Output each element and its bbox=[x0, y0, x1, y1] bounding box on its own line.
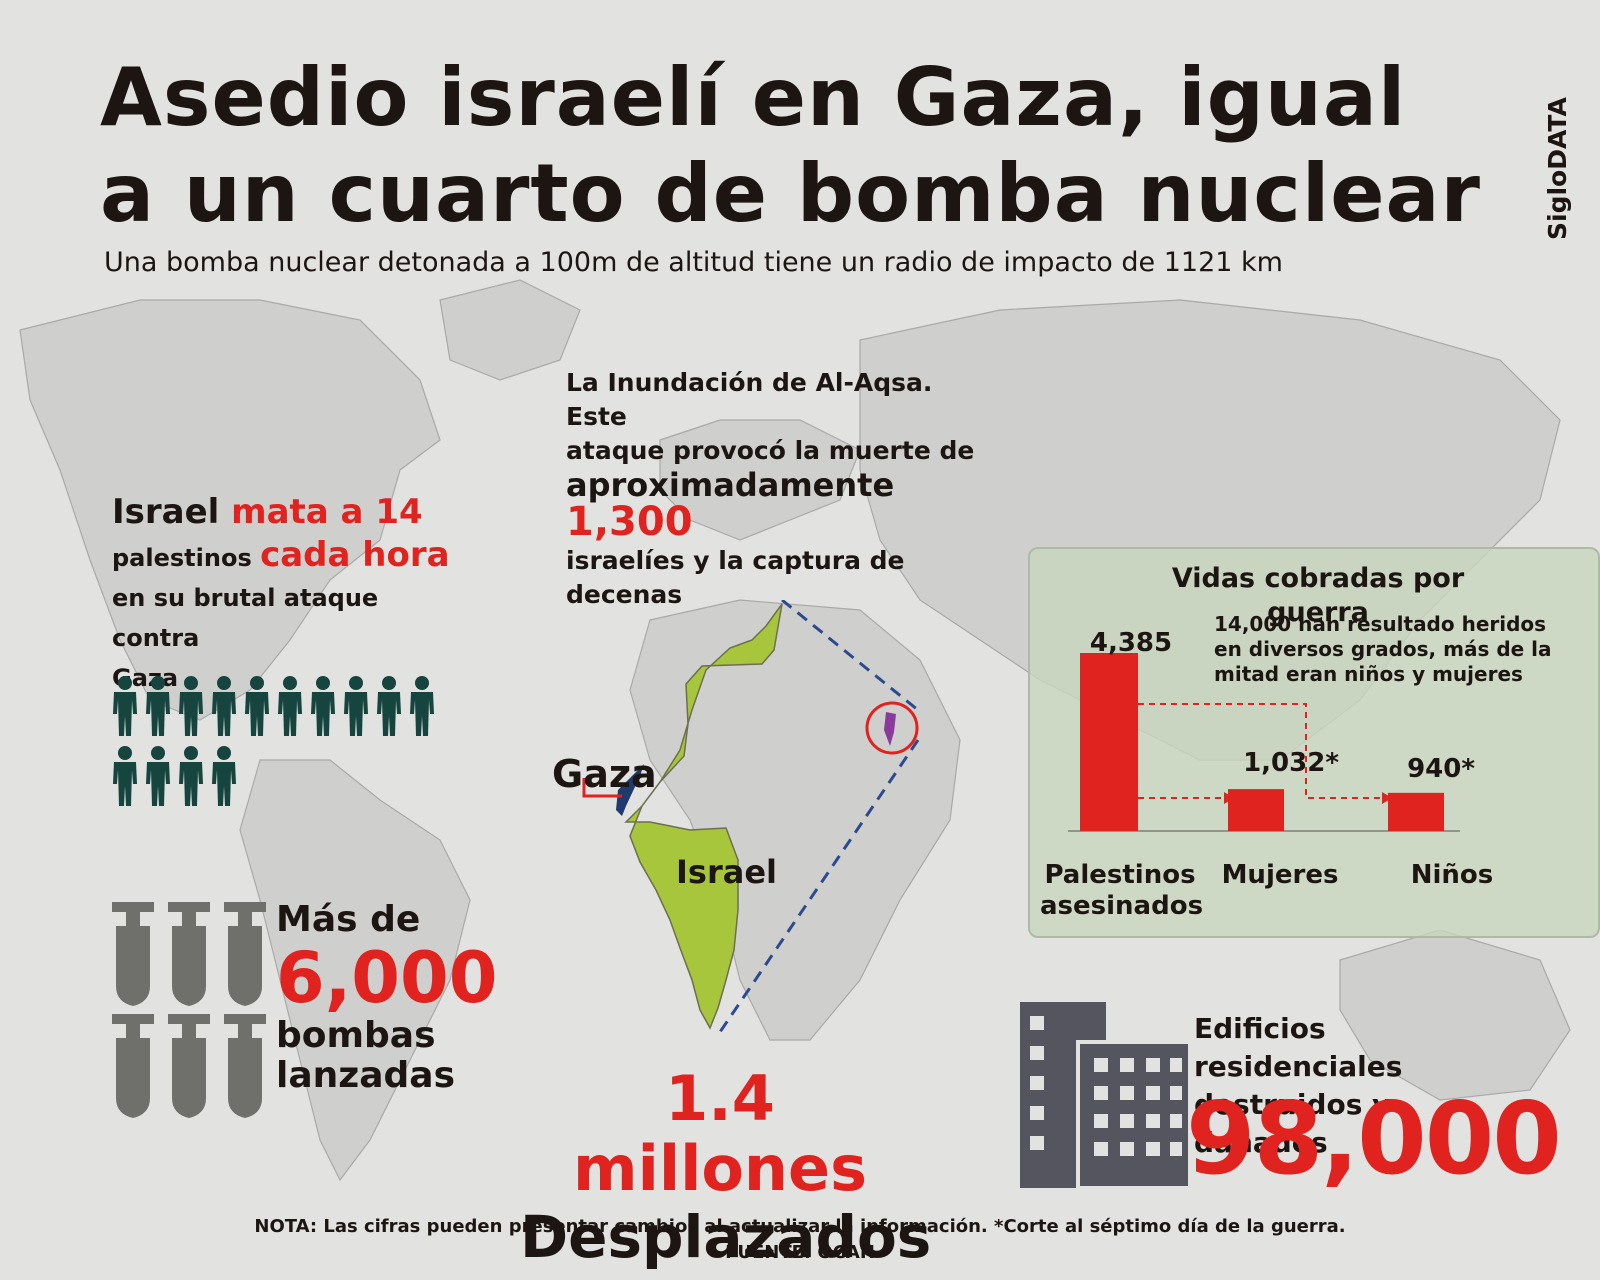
aqsa-line-3: aproximadamente 1,300 bbox=[566, 468, 996, 544]
brand-logo: SigloDATA bbox=[1538, 70, 1578, 240]
bombs-line-2: lanzadas bbox=[276, 1055, 455, 1096]
kills-palestinos: palestinos bbox=[112, 544, 261, 572]
person-icon bbox=[179, 676, 203, 736]
person-icon bbox=[113, 746, 137, 806]
arrowhead-ninos bbox=[1382, 792, 1392, 804]
bombs-pre: Más de bbox=[276, 899, 421, 940]
zoom-line-top bbox=[781, 600, 919, 712]
aqsa-block: La Inundación de Al-Aqsa. Este ataque pr… bbox=[566, 366, 996, 612]
israel-locator-shape bbox=[884, 712, 896, 746]
kills-block: Israel mata a 14 palestinos cada hora en… bbox=[112, 492, 472, 698]
bombs-number: 6,000 bbox=[276, 937, 498, 1019]
building-icon bbox=[1020, 1002, 1190, 1188]
israel-locator-circle bbox=[865, 701, 919, 755]
buildings-line-1: Edificios residenciales bbox=[1194, 1012, 1403, 1083]
person-icon bbox=[278, 676, 302, 736]
main-title: Asedio israelí en Gaza, igual a un cuart… bbox=[100, 50, 1490, 242]
aqsa-number: 1,300 bbox=[566, 499, 693, 545]
person-icon bbox=[179, 746, 203, 806]
bar-value-mujeres: 1,032* bbox=[1243, 748, 1339, 778]
gaza-label: Gaza bbox=[552, 752, 657, 796]
gaza-pointer bbox=[582, 778, 622, 798]
israel-label: Israel bbox=[676, 853, 777, 891]
arrowhead-mujeres bbox=[1224, 792, 1234, 804]
bomb-icon bbox=[224, 902, 266, 1006]
aqsa-line-2: ataque provocó la muerte de bbox=[566, 436, 975, 465]
person-icon bbox=[311, 676, 335, 736]
bar-2 bbox=[1388, 792, 1444, 831]
displaced-label: Desplazados bbox=[520, 1203, 932, 1271]
bomb-icons bbox=[112, 902, 266, 1118]
person-icon bbox=[146, 676, 170, 736]
bar-value-ninos: 940* bbox=[1407, 754, 1475, 784]
footer-note: NOTA: Las cifras pueden presentar cambio… bbox=[254, 1216, 1346, 1237]
kills-hour: cada hora bbox=[260, 535, 450, 575]
bomb-icon bbox=[224, 1014, 266, 1118]
person-icon bbox=[245, 676, 269, 736]
displaced-number: 1.4 millones bbox=[572, 1062, 868, 1205]
bar-1 bbox=[1228, 789, 1284, 831]
bar-label-mujeres: Mujeres bbox=[1221, 860, 1339, 890]
kills-israel: Israel bbox=[112, 492, 232, 532]
person-icon bbox=[212, 676, 236, 736]
person-icon bbox=[377, 676, 401, 736]
person-icon bbox=[410, 676, 434, 736]
casualties-title: Vidas cobradas por guerra bbox=[1171, 563, 1465, 628]
bar-value-palestinos: 4,385 bbox=[1089, 628, 1173, 658]
bar-label-ninos: Niños bbox=[1410, 860, 1494, 890]
kills-line-1: Israel mata a 14 bbox=[112, 492, 472, 535]
brand-text: SigloDATA bbox=[1543, 97, 1572, 240]
person-icon bbox=[212, 746, 236, 806]
israel-shape bbox=[624, 603, 783, 1030]
footer-source: FUENTE: OCAH bbox=[725, 1242, 875, 1263]
kills-rate: mata a 14 bbox=[231, 492, 423, 532]
bar-label-palestinos: Palestinos asesinados bbox=[1040, 860, 1204, 921]
gaza-strip bbox=[616, 764, 644, 816]
buildings-line-2: destruidos y dañados bbox=[1194, 1088, 1391, 1159]
bomb-icon bbox=[112, 902, 154, 1006]
aqsa-line-1: La Inundación de Al-Aqsa. Este bbox=[566, 368, 933, 431]
title-line-1: Asedio israelí en Gaza, igual bbox=[100, 51, 1407, 144]
aqsa-line-4: israelíes y la captura de decenas bbox=[566, 546, 905, 609]
kills-line-2: palestinos cada hora bbox=[112, 535, 472, 578]
bombs-line-1: bombas bbox=[276, 1015, 436, 1056]
buildings-number: 98,000 bbox=[1186, 1080, 1562, 1197]
bomb-icon bbox=[168, 902, 210, 1006]
people-icons bbox=[113, 676, 434, 806]
israel-map bbox=[582, 600, 920, 1033]
bomb-icon bbox=[112, 1014, 154, 1118]
bar-0 bbox=[1080, 653, 1138, 831]
kills-line-3: en su brutal ataque contra bbox=[112, 584, 379, 652]
bomb-icon bbox=[168, 1014, 210, 1118]
subtitle: Una bomba nuclear detonada a 100m de alt… bbox=[104, 247, 1283, 278]
displaced-block: 1.4 millones Desplazados bbox=[520, 1062, 932, 1271]
casualties-chart bbox=[1068, 653, 1460, 832]
arrow-to-ninos bbox=[1138, 703, 1384, 799]
casualties-note: 14,000 han resultado heridos en diversos… bbox=[1214, 612, 1552, 686]
person-icon bbox=[113, 676, 137, 736]
buildings-block: Edificios residenciales destruidos y dañ… bbox=[1194, 1010, 1494, 1162]
aqsa-line-3-text: aproximadamente bbox=[566, 466, 895, 504]
person-icon bbox=[344, 676, 368, 736]
person-icon bbox=[146, 746, 170, 806]
title-line-2: a un cuarto de bomba nuclear bbox=[100, 147, 1481, 240]
bombs-block: Más de 6,000 bombas lanzadas bbox=[276, 899, 498, 1096]
